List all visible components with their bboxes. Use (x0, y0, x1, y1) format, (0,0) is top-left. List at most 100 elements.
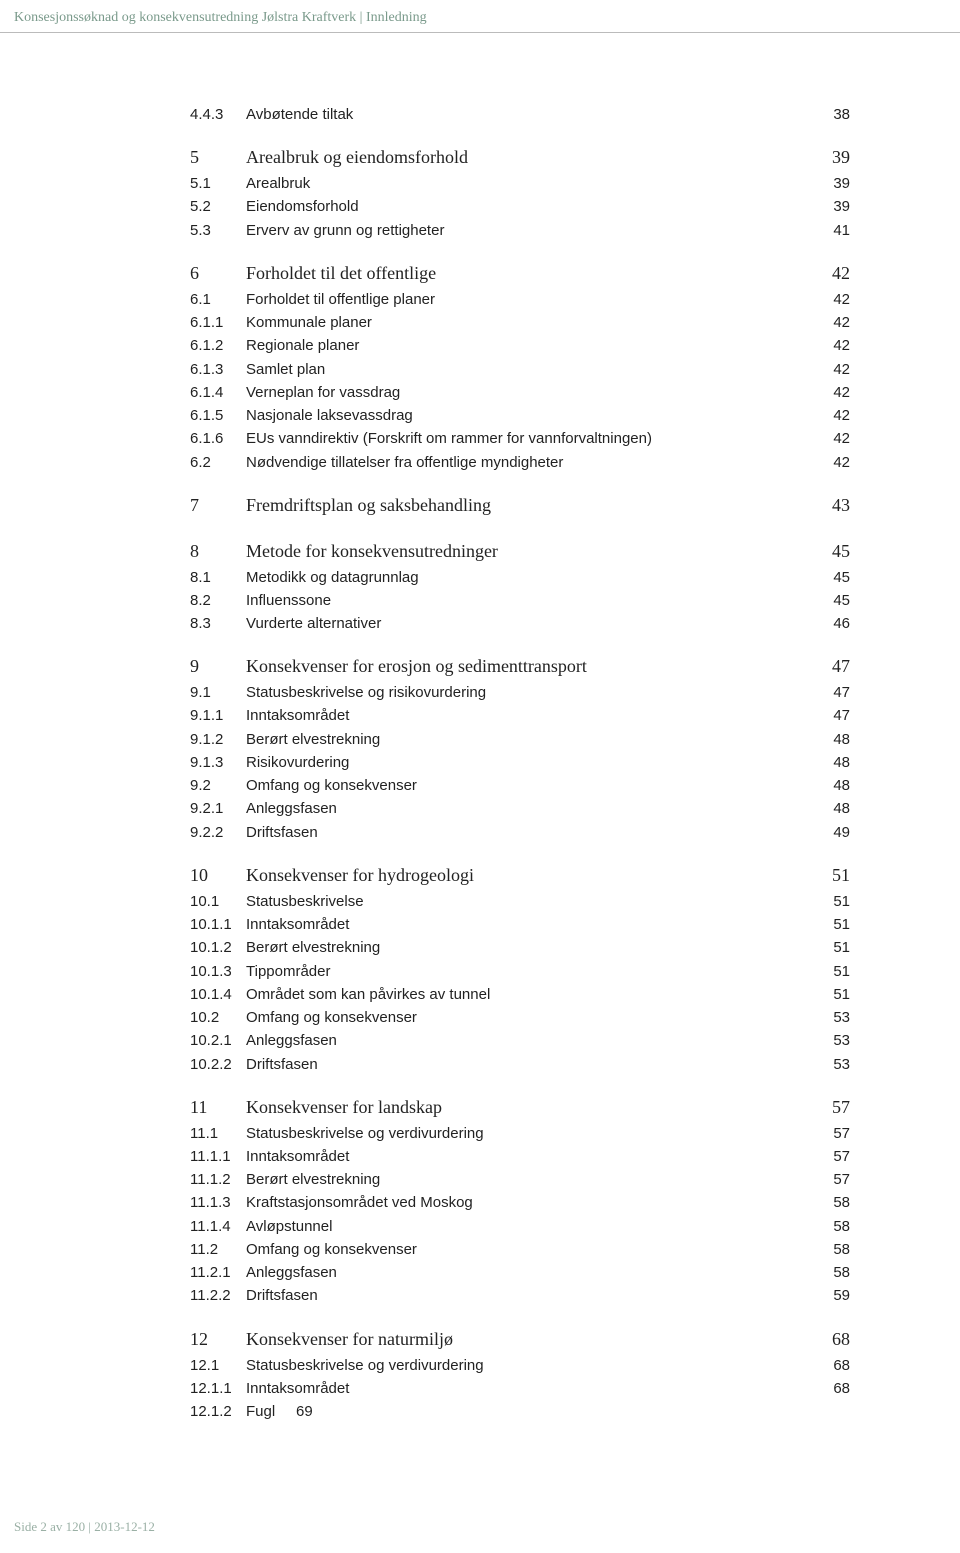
toc-row: 11Konsekvenser for landskap57 (190, 1094, 850, 1122)
toc-page: 42 (810, 451, 850, 474)
toc-number: 8.2 (190, 589, 246, 612)
toc-number: 4.4.3 (190, 103, 246, 126)
toc-number: 11.1.2 (190, 1168, 246, 1191)
toc-title: Vurderte alternativer (246, 612, 810, 635)
toc-title: Influenssone (246, 589, 810, 612)
toc-title: Erverv av grunn og rettigheter (246, 219, 810, 242)
toc-number: 5.2 (190, 195, 246, 218)
toc-title: Arealbruk og eiendomsforhold (246, 144, 810, 172)
toc-row: 9.1Statusbeskrivelse og risikovurdering4… (190, 681, 850, 704)
toc-page: 49 (810, 821, 850, 844)
toc-number: 9.2.2 (190, 821, 246, 844)
toc-row: 9.2Omfang og konsekvenser48 (190, 774, 850, 797)
toc-title: Statusbeskrivelse og risikovurdering (246, 681, 810, 704)
toc-row: 12.1.1Inntaksområdet68 (190, 1377, 850, 1400)
toc-row: 6.1.4Verneplan for vassdrag42 (190, 381, 850, 404)
toc-number: 8.3 (190, 612, 246, 635)
toc-number: 9.2 (190, 774, 246, 797)
toc-page: 53 (810, 1006, 850, 1029)
toc-page: 43 (810, 492, 850, 520)
page-footer: Side 2 av 120 | 2013-12-12 (14, 1519, 155, 1535)
toc-number: 11.1.1 (190, 1145, 246, 1168)
toc-number: 11.1.3 (190, 1191, 246, 1214)
toc-row: 11.1Statusbeskrivelse og verdivurdering5… (190, 1122, 850, 1145)
toc-title: Fugl 69 (246, 1400, 810, 1423)
toc-title: Metodikk og datagrunnlag (246, 566, 810, 589)
toc-number: 5 (190, 144, 246, 172)
toc-title: Driftsfasen (246, 821, 810, 844)
toc-page: 53 (810, 1053, 850, 1076)
toc-content: 4.4.3Avbøtende tiltak38 5Arealbruk og eie… (0, 33, 960, 1423)
toc-page: 57 (810, 1094, 850, 1122)
header-separator: | (360, 10, 363, 25)
toc-row: 4.4.3Avbøtende tiltak38 (190, 103, 850, 126)
toc-row: 10.1.4Området som kan påvirkes av tunnel… (190, 983, 850, 1006)
toc-number: 9.1.2 (190, 728, 246, 751)
toc-number: 10.1.2 (190, 936, 246, 959)
toc-title: Omfang og konsekvenser (246, 774, 810, 797)
page-header: Konsesjonssøknad og konsekvensutredning … (0, 0, 960, 33)
toc-title: Konsekvenser for erosjon og sedimenttran… (246, 653, 810, 681)
toc-row: 6.2Nødvendige tillatelser fra offentlige… (190, 451, 850, 474)
toc-title: Eiendomsforhold (246, 195, 810, 218)
toc-title: Kraftstasjonsområdet ved Moskog (246, 1191, 810, 1214)
toc-number: 6.1.4 (190, 381, 246, 404)
toc-page: 51 (810, 960, 850, 983)
toc-title: EUs vanndirektiv (Forskrift om rammer fo… (246, 427, 810, 450)
toc-page: 51 (810, 862, 850, 890)
toc-row: 5.1Arealbruk39 (190, 172, 850, 195)
toc-row: 11.1.4Avløpstunnel58 (190, 1215, 850, 1238)
toc-title: Statusbeskrivelse (246, 890, 810, 913)
toc-number: 6.1 (190, 288, 246, 311)
toc-number: 9.1 (190, 681, 246, 704)
toc-row: 12.1Statusbeskrivelse og verdivurdering6… (190, 1354, 850, 1377)
toc-row: 11.2.1Anleggsfasen58 (190, 1261, 850, 1284)
toc-page: 47 (810, 653, 850, 681)
toc-number: 6.1.2 (190, 334, 246, 357)
toc-page: 53 (810, 1029, 850, 1052)
toc-page: 42 (810, 381, 850, 404)
toc-number: 7 (190, 492, 246, 520)
toc-number: 10.2.2 (190, 1053, 246, 1076)
toc-page: 51 (810, 983, 850, 1006)
toc-row: 11.2Omfang og konsekvenser58 (190, 1238, 850, 1261)
toc-number: 6.1.5 (190, 404, 246, 427)
toc-row: 9.1.3Risikovurdering48 (190, 751, 850, 774)
footer-date: 2013-12-12 (94, 1519, 155, 1534)
toc-title: Anleggsfasen (246, 797, 810, 820)
footer-page-prefix: Side (14, 1519, 37, 1534)
toc-number: 6.1.6 (190, 427, 246, 450)
toc-page: 68 (810, 1354, 850, 1377)
toc-number: 6.1.3 (190, 358, 246, 381)
footer-page-current: 2 (40, 1519, 47, 1534)
toc-title: Omfang og konsekvenser (246, 1238, 810, 1261)
toc-row: 7Fremdriftsplan og saksbehandling43 (190, 492, 850, 520)
toc-page: 39 (810, 144, 850, 172)
toc-title: Avløpstunnel (246, 1215, 810, 1238)
toc-row: 10.1Statusbeskrivelse51 (190, 890, 850, 913)
toc-page: 46 (810, 612, 850, 635)
toc-row: 8.2Influenssone45 (190, 589, 850, 612)
toc-number: 12.1.2 (190, 1400, 246, 1423)
toc-page: 68 (810, 1377, 850, 1400)
toc-title: Avbøtende tiltak (246, 103, 810, 126)
toc-page: 51 (810, 890, 850, 913)
toc-title: Konsekvenser for landskap (246, 1094, 810, 1122)
toc-title: Berørt elvestrekning (246, 728, 810, 751)
toc-title: Tippområder (246, 960, 810, 983)
toc-page: 58 (810, 1215, 850, 1238)
toc-title: Inntaksområdet (246, 913, 810, 936)
toc-row: 9.2.2Driftsfasen49 (190, 821, 850, 844)
toc-title: Metode for konsekvensutredninger (246, 538, 810, 566)
toc-title: Driftsfasen (246, 1053, 810, 1076)
toc-number: 5.1 (190, 172, 246, 195)
toc-page: 42 (810, 288, 850, 311)
toc-page: 58 (810, 1238, 850, 1261)
toc-title: Driftsfasen (246, 1284, 810, 1307)
toc-row: 12Konsekvenser for naturmiljø68 (190, 1326, 850, 1354)
toc-row: 11.2.2Driftsfasen59 (190, 1284, 850, 1307)
toc-row: 9.1.1Inntaksområdet47 (190, 704, 850, 727)
toc-page: 45 (810, 538, 850, 566)
toc-title: Verneplan for vassdrag (246, 381, 810, 404)
toc-title: Berørt elvestrekning (246, 936, 810, 959)
